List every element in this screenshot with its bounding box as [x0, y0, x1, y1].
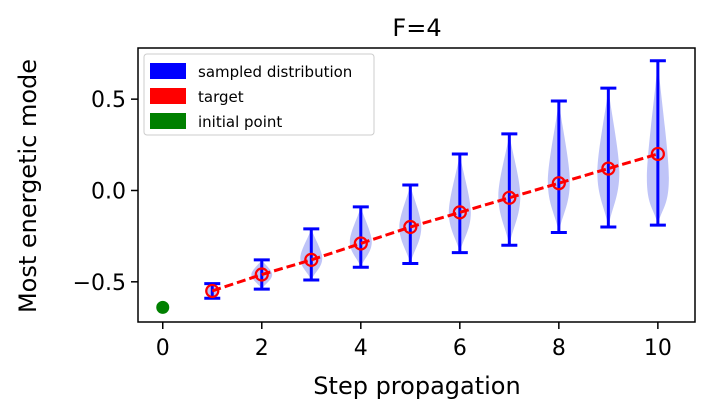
legend-swatch-initial: [150, 113, 186, 129]
target-marker: [601, 161, 616, 176]
x-ticks: 0 2 4 6 8 10: [156, 322, 672, 361]
legend-label-target: target: [198, 88, 244, 106]
x-tick-label: 4: [354, 336, 368, 361]
y-tick-label: −0.5: [73, 271, 126, 296]
target-marker: [650, 146, 665, 162]
target-marker: [205, 283, 220, 299]
x-tick-label: 0: [156, 336, 170, 361]
y-tick-label: 0.0: [91, 179, 126, 204]
target-marker: [452, 205, 467, 220]
x-axis-label: Step propagation: [313, 372, 520, 400]
y-tick-label: 0.5: [91, 88, 126, 113]
legend-swatch-sampled: [150, 63, 186, 79]
x-tick-label: 6: [453, 336, 467, 361]
x-tick-label: 10: [644, 336, 672, 361]
x-tick-label: 2: [255, 336, 269, 361]
initial-group: [156, 300, 170, 314]
legend-label-sampled: sampled distribution: [198, 63, 352, 81]
legend-box: [143, 53, 375, 136]
y-axis-label: Most energetic mode: [14, 59, 42, 313]
target-marker: [403, 219, 418, 235]
chart-title: F=4: [392, 14, 441, 42]
target-marker: [353, 236, 368, 251]
x-tick-label: 8: [552, 336, 566, 361]
y-ticks: −0.5 0.0 0.5: [73, 88, 138, 296]
target-group: [205, 146, 665, 299]
target-marker: [502, 190, 517, 205]
plot-frame: [137, 47, 696, 323]
legend: sampled distribution target initial poin…: [143, 53, 375, 136]
legend-label-initial: initial point: [198, 113, 282, 131]
target-marker: [551, 176, 566, 191]
target-line: [211, 152, 659, 293]
target-marker: [254, 267, 269, 282]
target-marker: [304, 252, 319, 267]
initial-point-marker: [156, 300, 170, 314]
legend-swatch-target: [150, 88, 186, 104]
